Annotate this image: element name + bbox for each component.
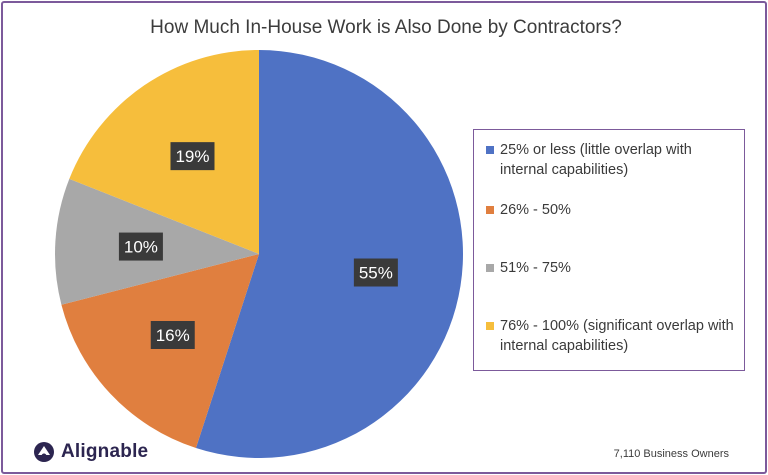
data-label-3: 19% <box>170 142 215 171</box>
legend-swatch-0 <box>486 146 494 154</box>
data-label-0: 55% <box>353 258 398 287</box>
pie-slice-1 <box>61 254 260 449</box>
legend-swatch-2 <box>486 264 494 272</box>
chart-title: How Much In-House Work is Also Done by C… <box>150 17 622 38</box>
legend-item-1: 26% - 50% <box>486 200 742 220</box>
legend-item-2: 51% - 75% <box>486 258 742 278</box>
svg-text:55%: 55% <box>359 264 393 283</box>
legend-item-0: 25% or less (little overlap with interna… <box>486 140 742 180</box>
svg-text:19%: 19% <box>175 147 209 166</box>
brand-name: Alignable <box>61 441 149 462</box>
svg-text:16%: 16% <box>156 326 190 345</box>
sample-size-note: 7,110 Business Owners <box>613 448 729 460</box>
svg-text:10%: 10% <box>124 238 158 257</box>
alignable-logo-icon <box>34 442 54 462</box>
data-label-1: 16% <box>150 320 195 349</box>
data-label-2: 10% <box>118 232 163 261</box>
legend-label-1: 26% - 50% <box>500 202 571 218</box>
brand: Alignable <box>33 441 148 463</box>
pie-slice-3 <box>69 50 260 254</box>
legend-swatch-3 <box>486 322 494 330</box>
legend-label-3: 76% - 100% (significant overlap with int… <box>500 318 734 354</box>
legend-label-2: 51% - 75% <box>500 260 571 276</box>
pie-chart: 55% 16% 10% 19% <box>55 50 463 459</box>
legend: 25% or less (little overlap with interna… <box>473 129 745 371</box>
pie-slice-0 <box>195 50 463 459</box>
legend-swatch-1 <box>486 206 494 214</box>
legend-label-0: 25% or less (little overlap with interna… <box>500 142 692 178</box>
legend-item-3: 76% - 100% (significant overlap with int… <box>486 316 742 356</box>
